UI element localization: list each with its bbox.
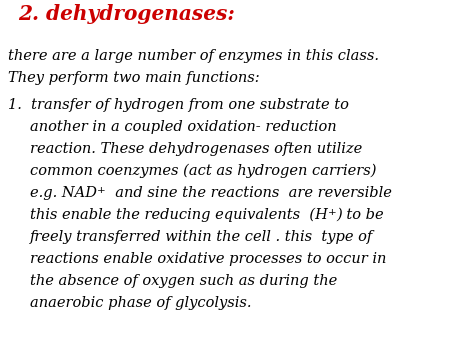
Text: +: + [97,186,106,195]
Text: reaction. These dehydrogenases often utilize: reaction. These dehydrogenases often uti… [30,142,362,156]
Text: common coenzymes (act as hydrogen carriers): common coenzymes (act as hydrogen carrie… [30,164,377,178]
Text: ) to be: ) to be [337,208,384,222]
Text: freely transferred within the cell . this  type of: freely transferred within the cell . thi… [30,230,373,244]
Text: 1.  transfer of hydrogen from one substrate to: 1. transfer of hydrogen from one substra… [8,98,349,112]
Text: +: + [328,208,337,217]
Text: anaerobic phase of glycolysis.: anaerobic phase of glycolysis. [30,296,252,310]
Text: the absence of oxygen such as during the: the absence of oxygen such as during the [30,274,337,288]
Text: there are a large number of enzymes in this class.: there are a large number of enzymes in t… [8,49,379,63]
Text: They perform two main functions:: They perform two main functions: [8,71,260,85]
Text: reactions enable oxidative processes to occur in: reactions enable oxidative processes to … [30,252,387,266]
Text: 2. dehydrogenases:: 2. dehydrogenases: [18,4,235,24]
Text: e.g. NAD: e.g. NAD [30,186,97,200]
Text: and sine the reactions  are reversible: and sine the reactions are reversible [106,186,392,200]
Text: another in a coupled oxidation- reduction: another in a coupled oxidation- reductio… [30,120,337,134]
Text: this enable the reducing equivalents  (H: this enable the reducing equivalents (H [30,208,328,222]
